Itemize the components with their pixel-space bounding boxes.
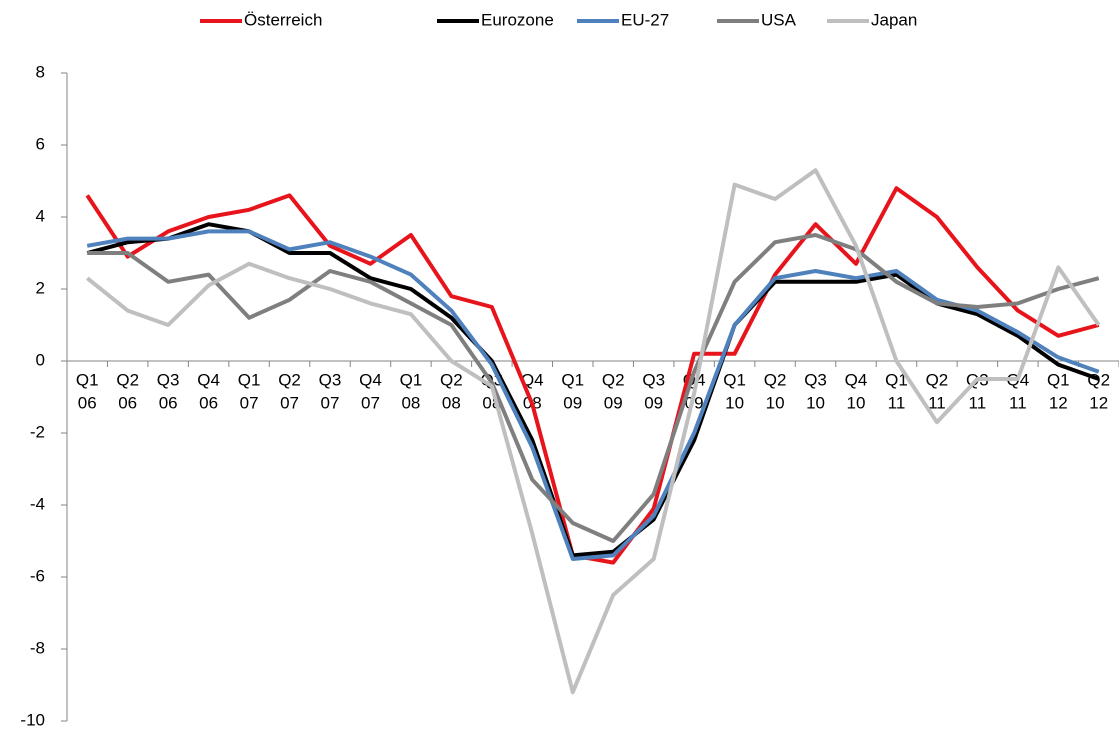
y-tick-label: -2 xyxy=(30,422,45,441)
y-tick-label: -10 xyxy=(20,710,45,729)
x-tick-label: Q2 xyxy=(926,370,949,389)
y-tick-label: 4 xyxy=(36,206,45,225)
x-tick-label: 07 xyxy=(280,393,299,412)
x-tick-label: 08 xyxy=(401,393,420,412)
x-tick-label: Q1 xyxy=(885,370,908,389)
x-tick-label: Q2 xyxy=(764,370,787,389)
x-tick-label: 06 xyxy=(118,393,137,412)
x-tick-label: Q4 xyxy=(359,370,382,389)
x-tick-label: Q1 xyxy=(561,370,584,389)
x-tick-label: 06 xyxy=(199,393,218,412)
y-tick-label: 0 xyxy=(36,350,45,369)
series-line xyxy=(87,233,1100,543)
y-tick-label: 8 xyxy=(36,62,45,81)
y-tick-label: -4 xyxy=(30,494,45,513)
x-tick-label: Q2 xyxy=(278,370,301,389)
x-tick-label: 09 xyxy=(563,393,582,412)
x-tick-label: 10 xyxy=(766,393,785,412)
x-tick-label: Q4 xyxy=(197,370,220,389)
y-tick-label: 6 xyxy=(36,134,45,153)
x-tick-label: Q4 xyxy=(845,370,868,389)
legend-label: Japan xyxy=(871,10,917,29)
x-tick-label: 12 xyxy=(1089,393,1108,412)
x-tick-label: Q3 xyxy=(157,370,180,389)
series-line xyxy=(86,229,1100,561)
legend-label: EU-27 xyxy=(621,10,669,29)
x-tick-label: 10 xyxy=(806,393,825,412)
x-tick-label: 06 xyxy=(159,393,178,412)
x-tick-label: 09 xyxy=(604,393,623,412)
x-tick-label: 10 xyxy=(725,393,744,412)
x-tick-label: Q1 xyxy=(400,370,423,389)
y-tick-label: 2 xyxy=(36,278,45,297)
x-tick-label: 10 xyxy=(847,393,866,412)
x-tick-label: Q3 xyxy=(319,370,342,389)
x-tick-label: 08 xyxy=(442,393,461,412)
x-tick-label: 06 xyxy=(78,393,97,412)
x-tick-label: 07 xyxy=(321,393,340,412)
x-tick-label: Q1 xyxy=(1047,370,1070,389)
x-tick-label: Q2 xyxy=(440,370,463,389)
x-tick-label: Q1 xyxy=(76,370,99,389)
x-tick-label: Q3 xyxy=(642,370,665,389)
x-tick-label: 11 xyxy=(888,393,906,412)
x-tick-label: Q3 xyxy=(804,370,827,389)
x-tick-label: 11 xyxy=(969,393,987,412)
x-tick-label: 07 xyxy=(361,393,380,412)
x-tick-label: Q2 xyxy=(602,370,625,389)
y-tick-label: -8 xyxy=(30,638,45,657)
x-tick-label: Q1 xyxy=(723,370,746,389)
x-tick-label: Q2 xyxy=(116,370,139,389)
legend-label: Österreich xyxy=(244,10,322,29)
series-line xyxy=(86,222,1100,558)
x-tick-label: 09 xyxy=(644,393,663,412)
x-tick-label: 07 xyxy=(240,393,259,412)
x-tick-label: 11 xyxy=(1009,393,1027,412)
series-line xyxy=(85,168,1101,695)
x-tick-label: 12 xyxy=(1049,393,1068,412)
x-tick-label: 11 xyxy=(928,393,946,412)
x-tick-label: Q2 xyxy=(1087,370,1110,389)
legend-label: USA xyxy=(761,10,797,29)
x-tick-label: Q4 xyxy=(521,370,544,389)
y-tick-label: -6 xyxy=(30,566,45,585)
x-tick-label: Q1 xyxy=(238,370,261,389)
legend-label: Eurozone xyxy=(481,10,554,29)
